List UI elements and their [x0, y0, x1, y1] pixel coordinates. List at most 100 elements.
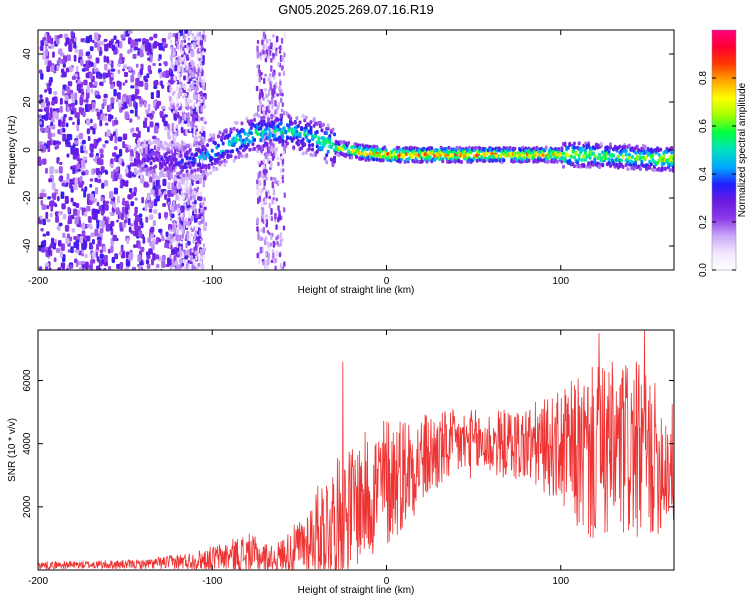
spectrogram-noise-cell [91, 39, 95, 43]
spectrogram-noise-cell [57, 196, 60, 202]
spectrogram-signal-cell [147, 173, 151, 178]
spectrogram-noise-cell [105, 200, 109, 205]
spectrogram-noise-cell [184, 60, 187, 67]
spectrogram-noise-cell [161, 260, 166, 268]
spectrogram-noise-cell [81, 207, 86, 213]
spectrogram-signal-cell [143, 139, 147, 144]
spectrogram-noise-cell [118, 81, 122, 87]
spectrogram-noise-cell [103, 63, 108, 71]
spectrogram-signal-cell [350, 155, 354, 160]
spectrogram-noise-cell [189, 121, 193, 127]
spectrogram-noise-cell [58, 222, 63, 227]
spectrogram-noise-cell [95, 152, 99, 157]
spectrogram-noise-cell [137, 241, 141, 249]
spectrogram-signal-cell [253, 146, 257, 151]
spectrogram-noise-cell [180, 183, 184, 188]
spectrogram-noise-cell [71, 75, 77, 80]
spectrogram-noise-cell [96, 201, 100, 207]
spectrogram-noise-cell [267, 89, 271, 96]
spectrogram-noise-cell [49, 107, 53, 113]
spectrogram-signal-cell [328, 137, 332, 142]
spectrogram-noise-cell [55, 215, 60, 223]
spectrogram-noise-cell [129, 48, 133, 53]
spectrogram-noise-cell [158, 212, 161, 220]
spectrogram-noise-cell [80, 59, 84, 67]
spectrogram-noise-cell [146, 192, 151, 201]
spectrogram-noise-cell [189, 69, 192, 74]
spectrogram-noise-cell [108, 104, 112, 112]
spectrogram-noise-cell [200, 237, 203, 242]
spectrogram-noise-cell [69, 181, 73, 190]
spectrogram-noise-cell [134, 228, 139, 237]
spectrogram-signal-cell [331, 142, 335, 147]
spectrogram-signal-cell [242, 128, 246, 133]
spectrogram-noise-cell [182, 106, 185, 113]
spectrogram-noise-cell [283, 32, 287, 39]
spectrogram-noise-cell [181, 188, 184, 194]
spectrogram-noise-cell [83, 79, 88, 86]
spectrogram-noise-cell [74, 140, 79, 145]
spectrogram-signal-cell [256, 131, 260, 136]
spectrogram-noise-cell [184, 92, 188, 97]
spectrogram-noise-cell [279, 80, 282, 86]
spectrogram-noise-cell [95, 108, 99, 112]
spectrogram-noise-cell [187, 189, 191, 195]
spectrogram-noise-cell [99, 109, 103, 114]
spectrogram-noise-cell [192, 61, 195, 66]
spectrogram-noise-cell [75, 65, 79, 74]
spectrogram-signal-cell [152, 169, 156, 174]
spectrogram-noise-cell [274, 257, 278, 263]
spectrogram-noise-cell [269, 83, 273, 90]
spectrogram-noise-cell [104, 140, 109, 144]
spectrogram-noise-cell [194, 37, 197, 42]
spectrogram-noise-cell [183, 75, 186, 81]
colorbar-tick-label: 0.0 [698, 263, 709, 277]
spectrogram-noise-cell [168, 242, 171, 248]
spectrogram-noise-cell [199, 229, 202, 237]
spectrogram-noise-cell [94, 187, 99, 195]
spectrogram-noise-cell [64, 95, 69, 102]
spectrogram-noise-cell [79, 96, 83, 105]
spectrogram-noise-cell [278, 50, 282, 54]
spectrogram-noise-cell [263, 219, 267, 225]
spectrogram-signal-cell [149, 166, 153, 171]
spectrogram-noise-cell [47, 113, 51, 119]
spectrogram-signal-cell [174, 157, 178, 162]
spectrogram-noise-cell [171, 205, 174, 212]
spectrogram-noise-cell [197, 101, 200, 107]
spectrogram-noise-cell [269, 242, 272, 247]
spectrogram-noise-cell [91, 251, 96, 258]
spectrogram-noise-cell [270, 216, 274, 222]
spectrogram-signal-cell [331, 163, 335, 168]
spectrogram-noise-cell [169, 210, 172, 217]
spectrogram-signal-cell [583, 158, 587, 163]
spectrogram-noise-cell [265, 222, 268, 228]
spectrogram-noise-cell [275, 35, 279, 43]
spectrogram-noise-cell [195, 185, 198, 189]
spectrogram-noise-cell [176, 240, 179, 244]
spectrogram-noise-cell [198, 77, 202, 83]
spectrogram-signal-cell [326, 149, 330, 154]
spectrogram-noise-cell [172, 62, 175, 66]
spectrogram-noise-cell [84, 186, 88, 192]
spectrogram-signal-cell [174, 177, 178, 182]
spectrogram-signal-cell [196, 167, 200, 172]
spectrogram-signal-cell [577, 157, 581, 162]
spectrogram-noise-cell [268, 109, 271, 114]
spectrogram-signal-cell [303, 142, 307, 147]
spectrogram-noise-cell [134, 206, 138, 215]
spectrogram-noise-cell [271, 248, 275, 254]
spectrogram-noise-cell [83, 145, 87, 152]
spectrogram-signal-cell [295, 116, 299, 121]
spectrogram-noise-cell [39, 266, 43, 270]
spectrogram-noise-cell [40, 40, 45, 47]
spectrogram-noise-cell [181, 68, 184, 75]
spectrogram-noise-cell [139, 49, 144, 58]
spectrogram-noise-cell [144, 82, 149, 90]
spectrogram-signal-cell [300, 125, 304, 130]
spectrogram-noise-cell [272, 252, 275, 259]
spectrogram-noise-cell [277, 217, 280, 223]
spectrogram-noise-cell [256, 252, 260, 257]
spectrogram-signal-cell [215, 166, 219, 171]
